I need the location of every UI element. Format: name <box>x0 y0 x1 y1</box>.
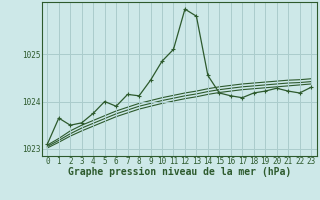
X-axis label: Graphe pression niveau de la mer (hPa): Graphe pression niveau de la mer (hPa) <box>68 167 291 177</box>
